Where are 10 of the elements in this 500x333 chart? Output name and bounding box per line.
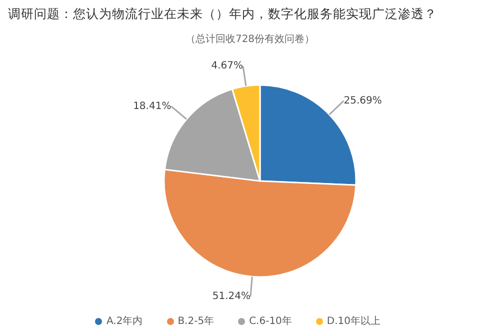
legend-label: C.6-10年	[249, 316, 292, 327]
legend-label: D.10年以上	[326, 316, 381, 327]
data-label: 18.41%	[133, 100, 172, 112]
data-label: 4.67%	[211, 60, 244, 72]
legend-label: A.2年内	[106, 316, 143, 327]
chart-subtitle: （总计回收728份有效问卷）	[184, 32, 316, 46]
data-label: 51.24%	[212, 291, 250, 302]
chart-title: 调研问题：您认为物流行业在未来（）年内，数字化服务能实现广泛渗透？	[8, 6, 437, 23]
legend-label: B.2-5年	[178, 316, 214, 327]
data-label: 25.69%	[344, 95, 382, 106]
